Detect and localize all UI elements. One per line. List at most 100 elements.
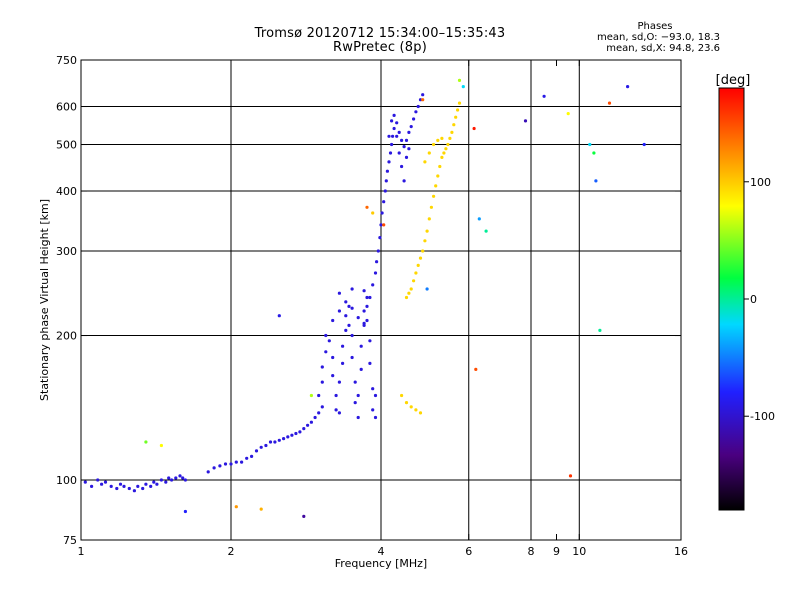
echo-point <box>400 164 404 169</box>
echo-point <box>626 85 630 89</box>
echo-point <box>568 474 573 478</box>
echo-point <box>159 443 163 448</box>
x-axis-label: Frequency [MHz] <box>335 557 427 570</box>
echo-point <box>331 355 335 360</box>
echo-point <box>115 486 119 491</box>
echo-point <box>448 136 452 140</box>
echo-point <box>90 484 94 488</box>
echo-point <box>334 408 338 412</box>
echo-point <box>164 480 168 484</box>
echo-point <box>356 415 360 420</box>
colorbar <box>718 87 745 511</box>
echo-point <box>407 130 411 134</box>
echo-point <box>234 460 238 464</box>
echo-point <box>474 367 478 371</box>
x-tick-label: 6 <box>465 545 472 558</box>
echo-point <box>442 151 446 155</box>
echo-point <box>456 108 460 112</box>
echo-point <box>144 482 148 486</box>
echo-point <box>159 478 163 482</box>
echo-point <box>434 184 438 188</box>
echo-point <box>421 93 425 97</box>
echo-point <box>290 433 294 437</box>
echo-point <box>414 110 418 114</box>
y-axis-label: Stationary phase Virtual Height [km] <box>38 199 51 401</box>
x-tick-label: 9 <box>553 545 560 558</box>
echo-point <box>400 393 404 398</box>
echo-point <box>365 205 369 209</box>
echo-point <box>438 164 442 169</box>
colorbar-tick-label: 0 <box>750 293 757 306</box>
echo-point <box>353 401 357 405</box>
echo-point <box>594 179 598 183</box>
echo-point <box>414 271 418 275</box>
echo-point <box>392 126 396 131</box>
echo-point <box>407 147 411 151</box>
echo-point <box>273 440 277 444</box>
echo-point <box>421 98 425 102</box>
echo-point <box>317 411 321 415</box>
echo-point <box>334 393 338 398</box>
echo-point <box>409 405 413 409</box>
echo-point <box>402 145 406 149</box>
echo-point <box>395 121 399 125</box>
echo-point <box>362 289 366 293</box>
colorbar-ticks: 100 0 -100 <box>744 176 775 423</box>
echo-point <box>282 437 286 441</box>
x-tick-label: 1 <box>78 545 85 558</box>
x-tick-label: 2 <box>228 545 235 558</box>
echo-point <box>337 309 341 313</box>
echo-point <box>320 405 324 409</box>
echo-point <box>96 478 100 482</box>
echo-point <box>109 484 113 488</box>
grid <box>81 60 681 540</box>
echo-point <box>362 309 366 313</box>
echo-point <box>427 217 431 221</box>
colorbar-tick-label: 100 <box>750 176 771 189</box>
echo-point <box>425 287 429 291</box>
echo-point <box>347 323 351 327</box>
y-tick-label: 500 <box>56 139 77 152</box>
echo-point <box>100 482 104 486</box>
echo-point <box>344 300 348 304</box>
echo-point <box>264 443 268 448</box>
echo-point <box>378 236 382 240</box>
echo-point <box>382 223 386 227</box>
echo-point <box>452 123 456 127</box>
echo-point <box>331 374 335 378</box>
echo-point <box>412 279 416 283</box>
echo-point <box>387 134 391 138</box>
echo-point <box>400 138 404 142</box>
echo-point <box>566 112 570 116</box>
echo-point <box>341 344 345 348</box>
echo-point <box>136 484 140 488</box>
echo-point <box>373 415 378 420</box>
echo-point <box>457 101 462 105</box>
echo-point <box>375 260 379 264</box>
echo-point <box>350 333 354 338</box>
echo-point <box>347 304 351 308</box>
echo-point <box>429 205 433 209</box>
y-tick-label: 75 <box>63 534 77 547</box>
x-tick-label: 4 <box>378 545 385 558</box>
echo-point <box>371 387 375 391</box>
phase-stats-o-mode: mean, sd,O: −93.0, 18.3 <box>597 32 720 43</box>
echo-point <box>286 435 290 439</box>
echo-point <box>440 155 444 159</box>
echo-point <box>277 438 281 442</box>
echo-point <box>127 486 131 491</box>
echo-point <box>607 101 612 105</box>
echo-point <box>234 505 238 509</box>
echo-point <box>324 333 328 338</box>
x-tick-label: 8 <box>528 545 535 558</box>
echo-point <box>454 115 458 119</box>
echo-point <box>344 328 348 332</box>
chart-subtitle: RwPretec (8p) <box>333 40 427 55</box>
echo-point <box>122 484 126 488</box>
echo-point <box>421 249 425 253</box>
echo-point <box>371 283 375 287</box>
echo-point <box>183 509 187 514</box>
chart-title: Tromsø 20120712 15:34:00–15:35:43 <box>254 26 506 41</box>
echo-point <box>356 393 360 398</box>
echo-point <box>365 304 369 308</box>
